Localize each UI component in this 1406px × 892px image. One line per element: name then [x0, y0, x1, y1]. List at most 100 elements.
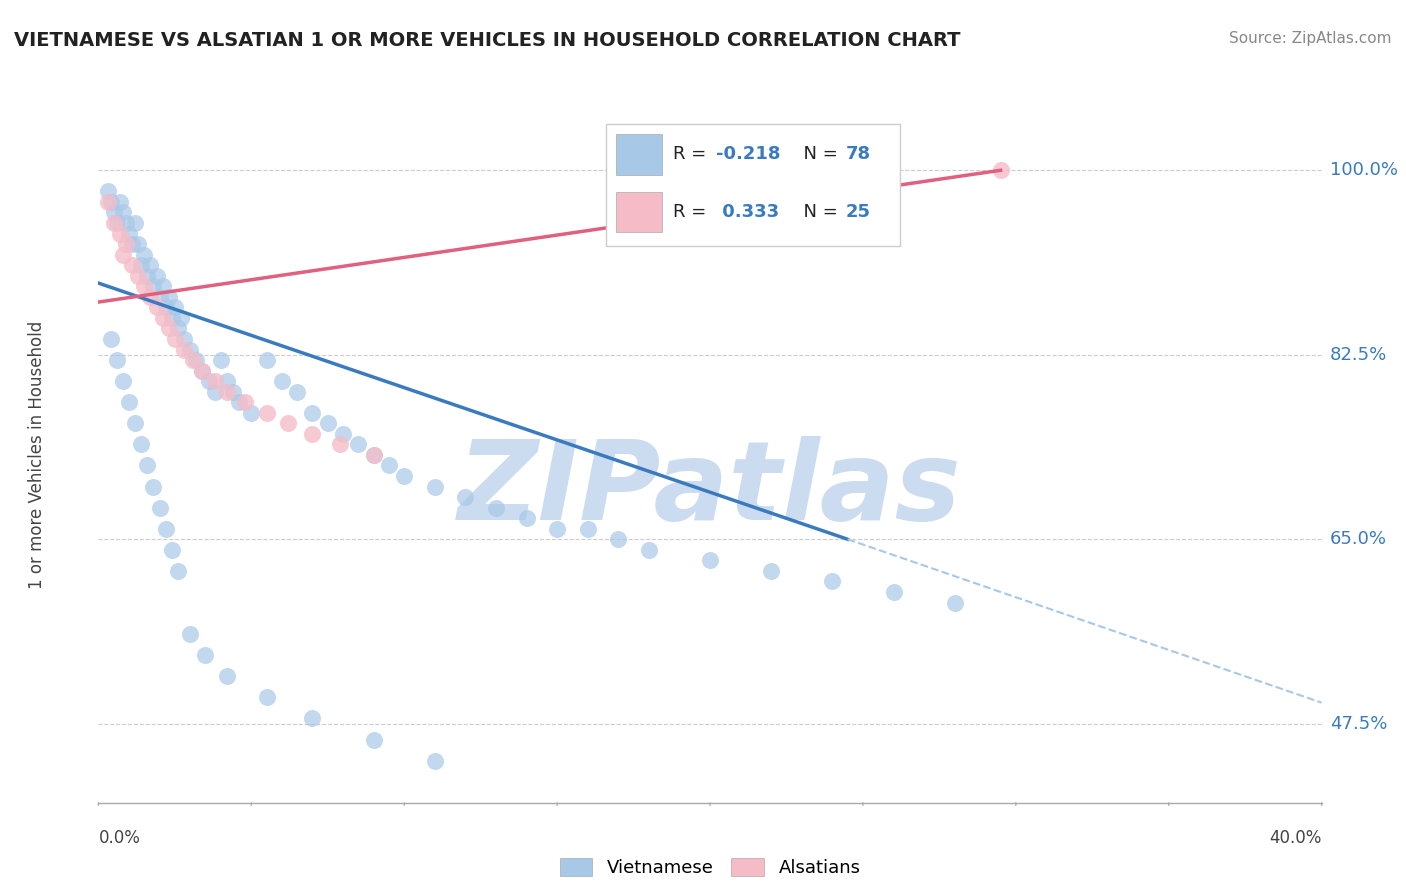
Point: [173, 343, 195, 357]
Point: [883, 585, 905, 599]
Text: 100.0%: 100.0%: [1330, 161, 1398, 179]
Point: [215, 374, 238, 388]
Point: [332, 426, 354, 441]
Point: [111, 205, 134, 219]
Point: [127, 237, 149, 252]
Point: [363, 732, 385, 747]
Legend: Vietnamese, Alsatians: Vietnamese, Alsatians: [553, 850, 868, 884]
Point: [270, 374, 292, 388]
Text: 25: 25: [846, 203, 870, 221]
Point: [485, 500, 508, 515]
Point: [759, 564, 782, 578]
Point: [179, 343, 201, 357]
Point: [129, 437, 152, 451]
Point: [546, 522, 568, 536]
Point: [943, 595, 966, 609]
Point: [152, 279, 174, 293]
Text: 82.5%: 82.5%: [1330, 346, 1388, 364]
Text: VIETNAMESE VS ALSATIAN 1 OR MORE VEHICLES IN HOUSEHOLD CORRELATION CHART: VIETNAMESE VS ALSATIAN 1 OR MORE VEHICLE…: [14, 31, 960, 50]
Point: [157, 321, 180, 335]
Point: [222, 384, 245, 399]
Point: [100, 194, 122, 209]
Point: [149, 500, 172, 515]
Text: Source: ZipAtlas.com: Source: ZipAtlas.com: [1229, 31, 1392, 46]
Point: [115, 216, 138, 230]
Text: 1 or more Vehicles in Household: 1 or more Vehicles in Household: [28, 321, 46, 589]
Text: ZIPatlas: ZIPatlas: [458, 436, 962, 543]
Point: [142, 479, 165, 493]
Point: [256, 690, 278, 705]
Point: [423, 754, 446, 768]
Point: [163, 332, 186, 346]
Point: [118, 395, 141, 409]
Point: [167, 564, 190, 578]
Text: R =: R =: [673, 145, 713, 163]
Point: [136, 268, 159, 283]
Point: [194, 648, 217, 663]
Point: [100, 332, 122, 346]
Point: [134, 279, 156, 293]
Point: [329, 437, 352, 451]
Point: [121, 237, 143, 252]
Text: N =: N =: [792, 145, 844, 163]
Point: [454, 490, 477, 504]
Point: [392, 469, 416, 483]
Point: [363, 448, 385, 462]
FancyBboxPatch shape: [616, 134, 662, 175]
Point: [173, 332, 195, 346]
Point: [103, 205, 125, 219]
Point: [233, 395, 256, 409]
Point: [97, 185, 120, 199]
Point: [149, 290, 172, 304]
Point: [209, 353, 232, 368]
Text: 0.0%: 0.0%: [98, 830, 141, 847]
Point: [111, 247, 134, 261]
Point: [127, 268, 149, 283]
Point: [139, 290, 162, 304]
Point: [124, 417, 146, 431]
Point: [301, 426, 323, 441]
Point: [170, 310, 193, 325]
Point: [228, 395, 250, 409]
Point: [108, 194, 131, 209]
Point: [152, 310, 174, 325]
Point: [139, 258, 162, 272]
Text: 0.333: 0.333: [716, 203, 779, 221]
Point: [285, 384, 308, 399]
Point: [516, 511, 538, 525]
Point: [301, 711, 323, 725]
Point: [821, 574, 844, 589]
Point: [142, 279, 165, 293]
Point: [105, 216, 128, 230]
Point: [215, 384, 238, 399]
Point: [145, 301, 167, 315]
Point: [111, 374, 134, 388]
Text: R =: R =: [673, 203, 713, 221]
Point: [637, 542, 661, 557]
Point: [990, 163, 1012, 178]
Point: [699, 553, 721, 567]
Point: [240, 406, 263, 420]
Text: N =: N =: [792, 203, 844, 221]
Point: [105, 353, 128, 368]
Point: [204, 384, 226, 399]
Text: 78: 78: [846, 145, 870, 163]
Point: [167, 321, 190, 335]
Point: [97, 194, 120, 209]
Point: [191, 363, 214, 377]
Point: [363, 448, 385, 462]
Point: [378, 458, 401, 473]
Point: [215, 669, 238, 683]
Point: [136, 458, 159, 473]
FancyBboxPatch shape: [606, 124, 900, 246]
Point: [160, 542, 183, 557]
Point: [197, 374, 219, 388]
Point: [181, 353, 204, 368]
Text: 65.0%: 65.0%: [1330, 530, 1386, 549]
Point: [316, 417, 339, 431]
Point: [155, 522, 177, 536]
Point: [256, 406, 278, 420]
Point: [179, 627, 201, 641]
Point: [163, 301, 186, 315]
Point: [124, 216, 146, 230]
